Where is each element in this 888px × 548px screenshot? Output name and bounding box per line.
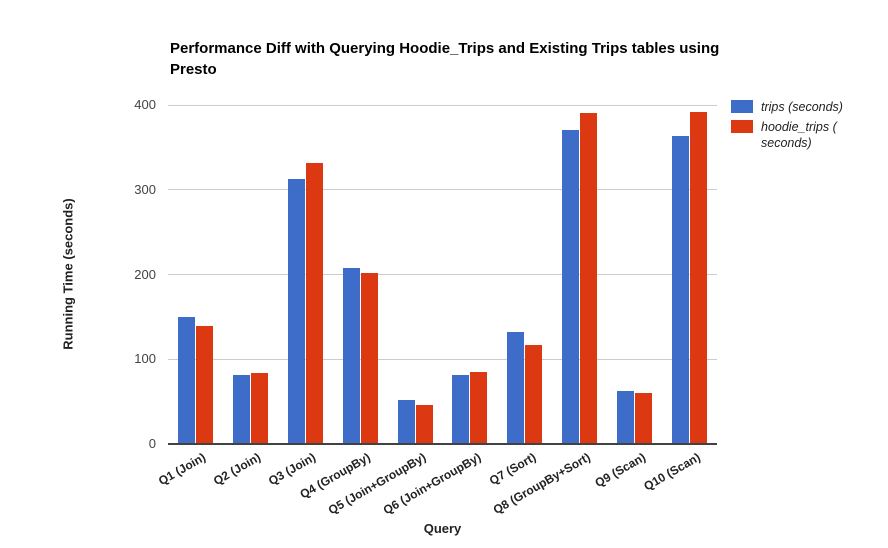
bar [305,162,323,444]
gridline [168,274,717,275]
bar-group [333,105,388,444]
x-tick-label: Q1 (Join) [156,450,209,489]
bar [452,374,470,444]
bar-group [497,105,552,444]
chart-title: Performance Diff with Querying Hoodie_Tr… [170,40,720,78]
bar-groups [168,105,717,444]
bar-group [662,105,717,444]
bar [617,391,635,444]
bar-group [388,105,443,444]
x-tick-label: Q9 (Scan) [592,450,648,491]
bar-group [443,105,498,444]
plot-area [168,104,717,445]
legend: trips (seconds) hoodie_trips ( seconds) [731,99,869,155]
legend-item: hoodie_trips ( seconds) [731,119,869,151]
bar-group [278,105,333,444]
bar [580,113,598,444]
legend-item-label: hoodie_trips ( seconds) [761,120,837,150]
y-axis-title: Running Time (seconds) [60,198,76,350]
x-axis-line [168,443,717,445]
gridline [168,358,717,360]
bar [672,136,690,444]
x-tick-label: Q5 (Join+GroupBy) [325,450,429,518]
bar [232,374,250,444]
bar [507,332,525,444]
x-tick-label: Q6 (Join+GroupBy) [380,450,483,518]
legend-swatch [731,100,753,113]
bar [690,111,708,444]
bar-group [223,105,278,444]
bar [342,267,360,444]
bar [525,344,543,444]
legend-item-label: trips (seconds) [761,100,843,114]
bar [397,399,415,444]
x-tick-label: Q2 (Join) [211,450,264,489]
bar [562,129,580,444]
legend-item: trips (seconds) [731,99,869,115]
bar-group [168,105,223,444]
bar [287,178,305,444]
bar [360,272,378,444]
gridline [168,189,717,191]
x-tick-label: Q8 (GroupBy+Sort) [490,450,593,517]
bar [415,405,433,444]
y-tick-label: 300 [134,181,156,197]
bar [195,326,213,444]
y-tick-label: 400 [134,97,156,112]
bar [250,372,268,444]
y-axis-tick-labels: 0 100 200 300 400 [100,97,156,451]
y-tick-label: 100 [134,351,156,367]
gridline [168,104,717,106]
x-axis-title: Query [423,521,462,536]
y-tick-label: 0 [148,436,156,451]
bar-group [607,105,662,444]
bar [177,316,195,444]
y-tick-label: 200 [134,266,156,282]
legend-swatch [731,120,753,133]
x-tick-label: Q10 (Scan) [641,450,703,494]
bar-group [552,105,607,444]
x-axis-tick-labels: Q1 (Join) Q2 (Join) Q3 (Join) Q4 (GroupBy) Q… [156,450,717,517]
bar [635,393,653,444]
bar [470,371,488,444]
